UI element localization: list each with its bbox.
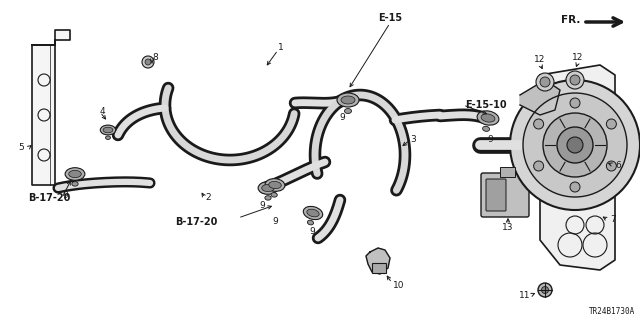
Circle shape xyxy=(510,80,640,210)
Ellipse shape xyxy=(303,206,323,220)
Circle shape xyxy=(540,77,550,87)
Ellipse shape xyxy=(72,182,78,186)
Text: 9: 9 xyxy=(272,218,278,227)
Ellipse shape xyxy=(341,96,355,104)
Circle shape xyxy=(538,283,552,297)
Text: 12: 12 xyxy=(534,55,546,65)
Text: 4: 4 xyxy=(100,108,106,116)
Polygon shape xyxy=(32,45,55,185)
Text: 2: 2 xyxy=(205,194,211,203)
Ellipse shape xyxy=(262,184,275,192)
Polygon shape xyxy=(540,65,615,270)
Text: E-15: E-15 xyxy=(378,13,402,23)
Ellipse shape xyxy=(483,126,490,132)
FancyBboxPatch shape xyxy=(500,167,515,177)
Circle shape xyxy=(566,71,584,89)
Text: 5: 5 xyxy=(18,143,24,153)
Text: TR24B1730A: TR24B1730A xyxy=(589,308,635,316)
Ellipse shape xyxy=(265,179,285,191)
Circle shape xyxy=(557,127,593,163)
Ellipse shape xyxy=(258,182,278,194)
Circle shape xyxy=(567,137,583,153)
Ellipse shape xyxy=(307,220,314,225)
Polygon shape xyxy=(520,80,560,115)
Ellipse shape xyxy=(68,170,81,178)
Text: 8: 8 xyxy=(152,53,157,62)
Text: 6: 6 xyxy=(615,161,621,170)
Ellipse shape xyxy=(65,168,85,180)
Text: 12: 12 xyxy=(572,53,584,62)
Text: FR.: FR. xyxy=(561,15,580,25)
Circle shape xyxy=(570,75,580,85)
Text: E-15-10: E-15-10 xyxy=(465,100,507,110)
Text: 10: 10 xyxy=(393,282,404,291)
Circle shape xyxy=(534,161,543,171)
Ellipse shape xyxy=(344,108,351,114)
Bar xyxy=(372,263,386,273)
Text: 9: 9 xyxy=(259,201,265,210)
Text: 11: 11 xyxy=(518,291,530,300)
Ellipse shape xyxy=(106,136,111,140)
Circle shape xyxy=(543,113,607,177)
Ellipse shape xyxy=(477,111,499,125)
Ellipse shape xyxy=(103,127,113,133)
Circle shape xyxy=(523,93,627,197)
Circle shape xyxy=(606,119,616,129)
Circle shape xyxy=(142,56,154,68)
Text: 1: 1 xyxy=(278,44,284,52)
Ellipse shape xyxy=(337,93,359,107)
Text: B-17-20: B-17-20 xyxy=(28,193,70,203)
Text: 9: 9 xyxy=(487,135,493,145)
Text: 9: 9 xyxy=(309,228,315,236)
Text: 9: 9 xyxy=(62,190,68,199)
FancyBboxPatch shape xyxy=(486,179,506,211)
Circle shape xyxy=(570,182,580,192)
Text: 3: 3 xyxy=(410,135,416,145)
Text: B-17-20: B-17-20 xyxy=(175,217,218,227)
Ellipse shape xyxy=(265,196,271,200)
Circle shape xyxy=(570,98,580,108)
Circle shape xyxy=(534,119,543,129)
Ellipse shape xyxy=(307,209,319,217)
Circle shape xyxy=(606,161,616,171)
Text: 9: 9 xyxy=(339,114,345,123)
Circle shape xyxy=(145,59,151,65)
Text: 13: 13 xyxy=(502,223,514,233)
Polygon shape xyxy=(366,248,390,274)
FancyBboxPatch shape xyxy=(481,173,529,217)
Circle shape xyxy=(541,286,548,293)
Text: 7: 7 xyxy=(610,215,616,225)
Ellipse shape xyxy=(481,114,495,122)
Circle shape xyxy=(536,73,554,91)
Ellipse shape xyxy=(269,181,282,188)
Polygon shape xyxy=(32,30,70,45)
Ellipse shape xyxy=(100,125,116,135)
Ellipse shape xyxy=(271,193,277,197)
